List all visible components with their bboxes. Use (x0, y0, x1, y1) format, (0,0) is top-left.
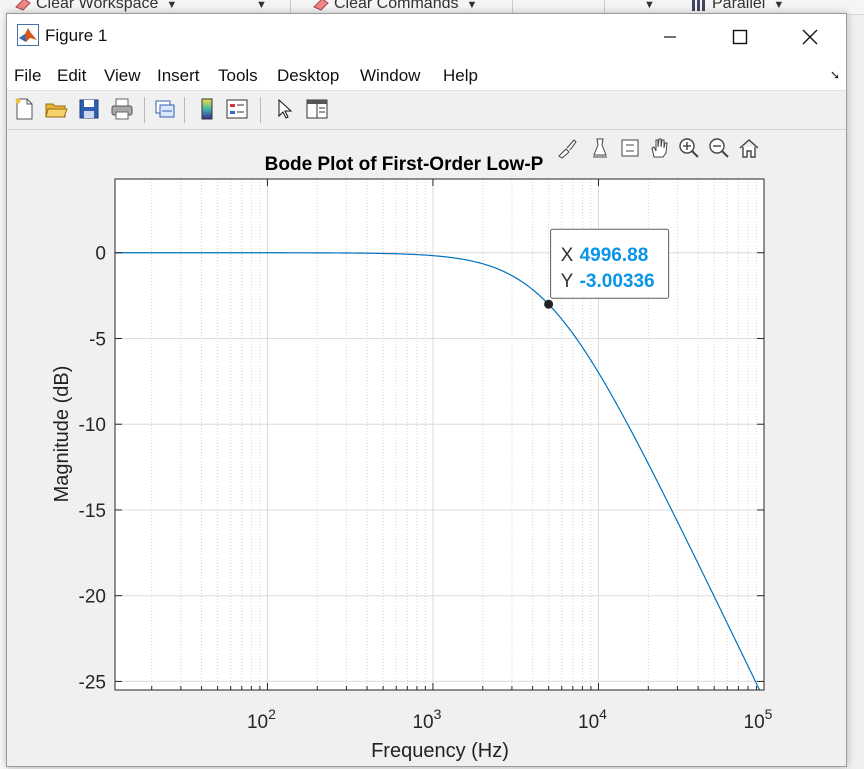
chevron-down-icon: ▼ (773, 0, 785, 11)
background-dropdown[interactable]: ▼ (636, 0, 655, 13)
legend-icon[interactable] (225, 97, 249, 121)
parallel-icon (692, 0, 705, 11)
y-tick-label: -25 (79, 672, 106, 693)
x-tick-label: 104 (578, 706, 607, 733)
datatip-y-value: -3.00336 (580, 271, 655, 292)
separator (290, 0, 291, 14)
data-tips-icon[interactable] (589, 137, 611, 159)
brush-icon[interactable] (556, 137, 578, 159)
zoom-in-icon[interactable] (678, 137, 700, 159)
y-tick-label: -5 (89, 329, 106, 350)
pointer-icon[interactable] (273, 97, 297, 121)
colorbar-icon[interactable] (195, 97, 219, 121)
menu-desktop[interactable]: Desktop (277, 66, 340, 85)
chevron-down-icon: ▼ (256, 0, 267, 11)
matlab-logo-icon (17, 24, 39, 46)
clear-workspace-button[interactable]: Clear Workspace ▼ (14, 0, 177, 13)
series-line-0[interactable] (115, 252, 764, 699)
y-tick-label: -15 (79, 501, 106, 522)
clear-commands-button[interactable]: Clear Commands ▼ (312, 0, 477, 13)
axes-box (114, 178, 765, 691)
chevron-down-icon: ▼ (644, 0, 655, 11)
chevron-down-icon: ▼ (466, 0, 478, 11)
zoom-out-icon[interactable] (708, 137, 730, 159)
pan-icon[interactable] (648, 137, 670, 159)
background-dropdown[interactable]: ▼ (248, 0, 267, 13)
datatip-marker[interactable] (544, 299, 554, 309)
title-bar: Figure 1 (7, 14, 846, 60)
x-tick-label: 102 (247, 706, 276, 733)
maximize-button[interactable] (705, 14, 775, 60)
menu-help[interactable]: Help (443, 66, 478, 85)
series-group (115, 252, 764, 699)
rotate-icon[interactable] (619, 137, 641, 159)
close-icon (802, 29, 818, 45)
background-command-window (0, 14, 8, 769)
minimize-button[interactable] (635, 14, 705, 60)
maximize-icon (732, 29, 748, 45)
dock-arrow-icon[interactable]: ➘ (829, 68, 840, 82)
open-file-icon[interactable] (44, 97, 68, 121)
window-title: Figure 1 (45, 26, 108, 45)
eraser-icon (15, 0, 31, 11)
menu-insert[interactable]: Insert (157, 66, 200, 85)
new-figure-icon[interactable] (12, 97, 36, 121)
figure-toolbar (7, 91, 846, 130)
toolbar-separator (184, 97, 185, 123)
toolbar-separator (144, 97, 145, 123)
x-ticks: 102 103 104 105 (151, 179, 773, 733)
chart-title: Bode Plot of First-Order Low-P (265, 154, 544, 175)
property-inspector-icon[interactable] (305, 97, 329, 121)
datatip-y-label: Y (561, 271, 574, 292)
y-ticks: 0 -5 -10 -15 -20 -25 (79, 244, 764, 693)
y-tick-label: -20 (79, 587, 106, 608)
datatip-x-label: X (561, 245, 574, 266)
separator (512, 0, 513, 14)
home-icon[interactable] (738, 137, 760, 159)
menu-file[interactable]: File (14, 66, 42, 85)
close-button[interactable] (775, 14, 845, 60)
menu-view[interactable]: View (104, 66, 141, 85)
x-tick-label: 103 (412, 706, 441, 733)
background-toolstrip: Clear Workspace ▼ ▼ Clear Commands ▼ ▼ Par… (0, 0, 864, 15)
datatip[interactable]: X 4996.88 Y -3.00336 (544, 228, 670, 309)
save-icon[interactable] (77, 97, 101, 121)
y-tick-label: 0 (95, 244, 106, 265)
parallel-button[interactable]: Parallel ▼ (690, 0, 784, 13)
minimize-icon (664, 36, 676, 38)
datatip-x-value: 4996.88 (580, 245, 649, 266)
link-plot-icon[interactable] (153, 97, 177, 121)
menu-window[interactable]: Window (360, 66, 421, 85)
y-axis-label: Magnitude (dB) (51, 366, 73, 503)
eraser-icon (313, 0, 329, 11)
x-tick-label: 105 (744, 706, 773, 733)
x-axis-label: Frequency (Hz) (371, 740, 509, 762)
datatip-box (550, 228, 670, 299)
menu-edit[interactable]: Edit (57, 66, 87, 85)
y-tick-label: -10 (79, 415, 106, 436)
toolbar-separator (260, 97, 261, 123)
menu-tools[interactable]: Tools (218, 66, 258, 85)
chevron-down-icon: ▼ (166, 0, 178, 11)
print-icon[interactable] (110, 97, 134, 121)
menu-bar: File Edit View Insert Tools Desktop Wind… (7, 60, 846, 91)
separator (604, 0, 605, 14)
